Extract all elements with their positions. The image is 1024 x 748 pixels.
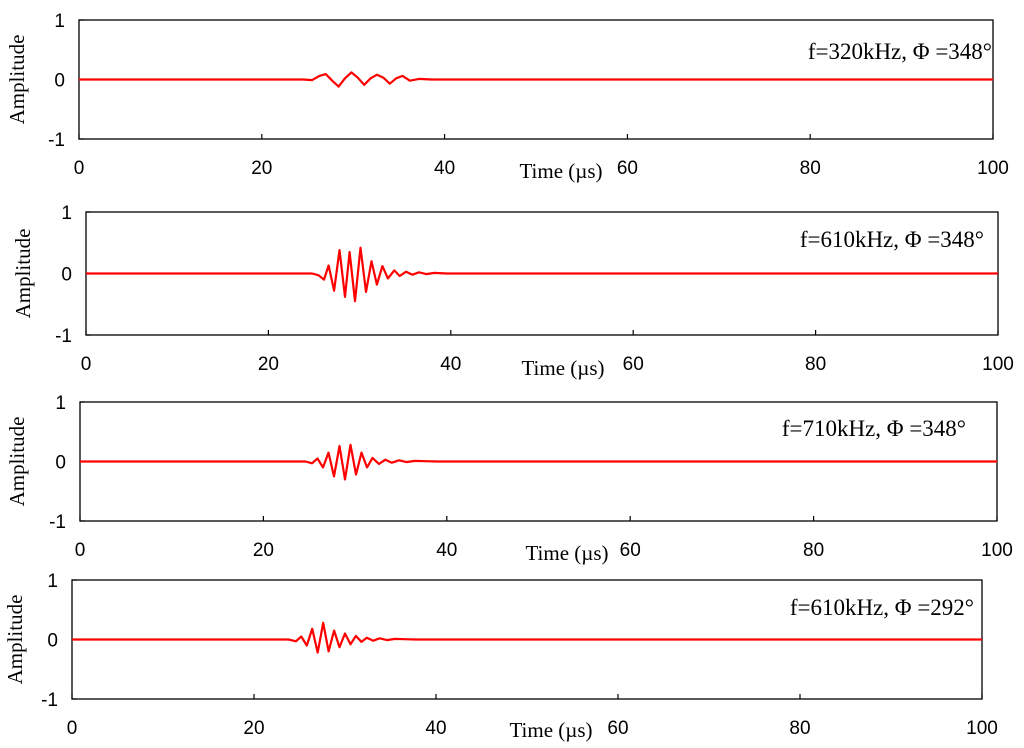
- signal-line: [72, 621, 982, 654]
- y-axis-label: Amplitude: [5, 417, 29, 507]
- signal-line: [86, 246, 998, 303]
- x-axis-label: Time (µs): [519, 159, 602, 183]
- y-axis-label: Amplitude: [5, 35, 29, 125]
- x-tick-label: 80: [800, 158, 821, 179]
- x-tick-label: 0: [75, 540, 86, 561]
- chart-panel-4: 0 20 40 60 80 100 1 0 -1 Amplitude Time (µs) f=610k…: [3, 571, 998, 742]
- x-tick-label: 60: [617, 158, 638, 179]
- x-tick-label: 60: [623, 354, 644, 375]
- x-tick-label: 0: [74, 158, 85, 179]
- x-tick-label: 40: [425, 718, 446, 739]
- x-tick-label: 80: [803, 540, 824, 561]
- y-tick-label: 1: [61, 203, 72, 224]
- x-tick-label: 100: [982, 354, 1014, 375]
- x-tick-label: 100: [977, 158, 1009, 179]
- x-axis-label: Time (µs): [509, 718, 592, 742]
- panel-annotation: f=610kHz, Φ =292°: [790, 595, 974, 620]
- chart-panel-1: 0 20 40 60 80 100 1 0 -1 Amplitude Time (µs) f=320k…: [5, 11, 1009, 183]
- x-axis-label: Time (µs): [521, 356, 604, 380]
- x-tick-label: 40: [436, 540, 457, 561]
- y-tick-label: 0: [54, 71, 65, 92]
- x-tick-label: 80: [805, 354, 826, 375]
- panel-annotation: f=320kHz, Φ =348°: [808, 39, 992, 64]
- y-tick-label: 0: [55, 453, 66, 474]
- y-tick-label: -1: [41, 690, 58, 711]
- x-axis-label: Time (µs): [525, 541, 608, 565]
- y-tick-label: -1: [48, 130, 65, 151]
- y-tick-label: 0: [61, 265, 72, 286]
- y-axis-label: Amplitude: [11, 229, 35, 319]
- signal-line: [80, 443, 997, 481]
- x-tick-label: 20: [251, 158, 272, 179]
- y-tick-label: -1: [55, 326, 72, 347]
- x-tick-label: 40: [440, 354, 461, 375]
- x-tick-label: 60: [607, 718, 628, 739]
- panel-annotation: f=610kHz, Φ =348°: [800, 227, 984, 252]
- y-tick-label: 1: [55, 393, 66, 414]
- x-tick-label: 100: [981, 540, 1013, 561]
- signal-line: [79, 71, 993, 88]
- x-tick-label: 60: [620, 540, 641, 561]
- y-tick-label: 1: [47, 571, 58, 592]
- x-tick-label: 80: [789, 718, 810, 739]
- chart-panel-3: 0 20 40 60 80 100 1 0 -1 Amplitude Time (µs) f=710k…: [5, 393, 1013, 565]
- chart-panel-2: 0 20 40 60 80 100 1 0 -1 Amplitude Time (µs) f=610k…: [11, 203, 1014, 380]
- x-tick-label: 100: [966, 718, 998, 739]
- y-tick-label: 0: [47, 631, 58, 652]
- x-tick-label: 20: [258, 354, 279, 375]
- x-tick-label: 0: [67, 718, 78, 739]
- panel-annotation: f=710kHz, Φ =348°: [782, 416, 966, 441]
- x-tick-label: 20: [253, 540, 274, 561]
- x-tick-label: 20: [243, 718, 264, 739]
- x-tick-label: 0: [81, 354, 92, 375]
- y-axis-label: Amplitude: [3, 595, 27, 685]
- x-tick-label: 40: [434, 158, 455, 179]
- y-tick-label: 1: [54, 11, 65, 32]
- y-tick-label: -1: [49, 512, 66, 533]
